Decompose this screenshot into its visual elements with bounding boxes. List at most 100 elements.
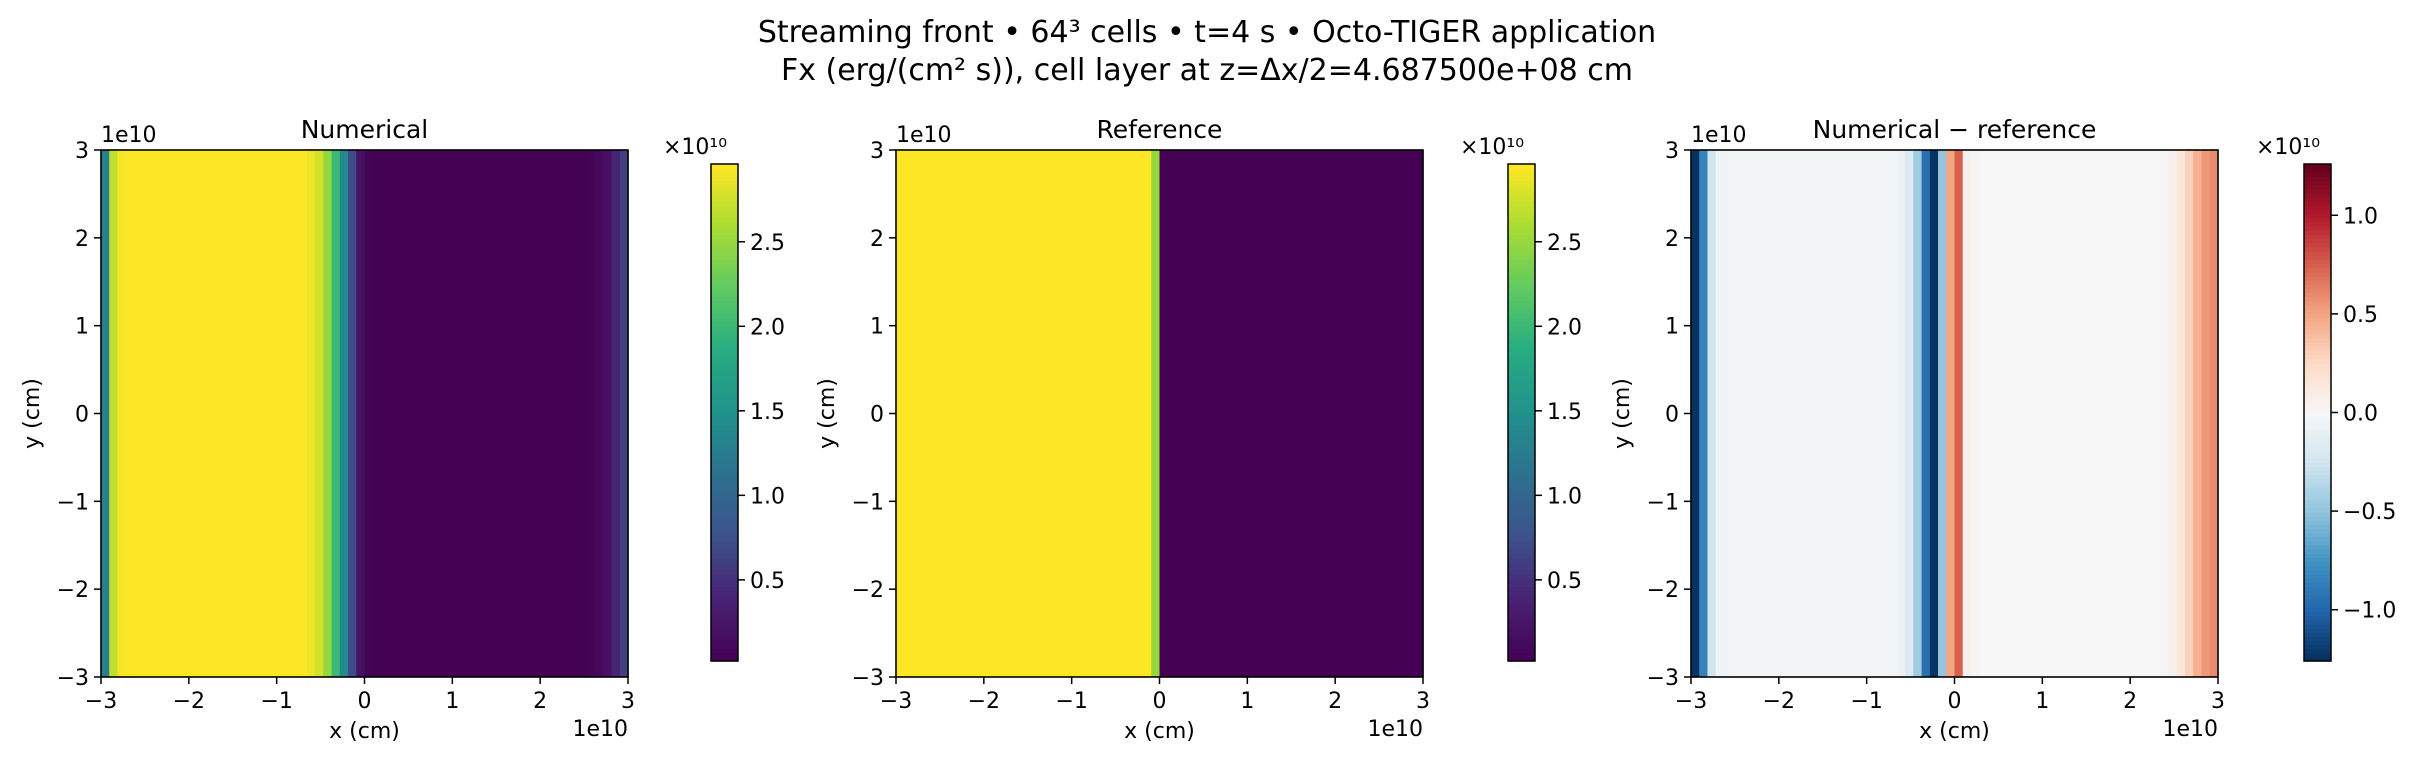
- colorbar-segment: [2304, 337, 2331, 343]
- colorbar-tick-label: 2.0: [1547, 315, 1582, 340]
- heatmap-cell-column: [1381, 150, 1391, 677]
- colorbar-segment: [2304, 217, 2331, 223]
- heatmap-cell-column: [1872, 150, 1881, 677]
- colorbar-segment: [2304, 462, 2331, 467]
- colorbar-segment: [1508, 611, 1535, 617]
- colorbar-segment: [2304, 308, 2331, 314]
- colorbar-segment: [711, 300, 738, 306]
- heatmap-cell-column: [896, 150, 905, 677]
- heatmap-cell-column: [2094, 150, 2104, 677]
- heatmap-cell-column: [2193, 150, 2203, 677]
- colorbar-segment: [2304, 201, 2331, 207]
- colorbar-segment: [1508, 242, 1535, 248]
- heatmap-cell-column: [1954, 150, 1964, 677]
- colorbar-segment: [1508, 574, 1535, 579]
- colorbar-segment: [711, 383, 738, 389]
- x-tick-label: 0: [358, 689, 372, 714]
- heatmap-cell-column: [1324, 150, 1334, 677]
- y-offset-label: 1e10: [1691, 123, 1747, 148]
- heatmap-cell-column: [904, 150, 914, 677]
- colorbar-segment: [1508, 230, 1535, 236]
- colorbar-frame: [1507, 163, 1536, 662]
- heatmap-cell-column: [1332, 150, 1342, 677]
- colorbar-segment: [2304, 582, 2331, 588]
- colorbar-segment: [2304, 346, 2331, 351]
- colorbar-segment: [1508, 466, 1535, 472]
- colorbar-segment: [711, 437, 738, 443]
- heatmap-cell-column: [1241, 150, 1251, 677]
- colorbar-segment: [1508, 172, 1535, 178]
- colorbar-segment: [2304, 640, 2331, 646]
- colorbar-segment: [2304, 242, 2331, 248]
- heatmap-cell-column: [166, 150, 176, 677]
- colorbar-segment: [711, 623, 738, 629]
- colorbar-segment: [1508, 540, 1535, 546]
- colorbar-segment: [1508, 582, 1535, 588]
- colorbar-segment: [1508, 429, 1535, 434]
- y-tick-label: 2: [870, 227, 884, 252]
- heatmap-cell-column: [175, 150, 184, 677]
- colorbar-segment: [1508, 586, 1535, 592]
- colorbar-segment: [2304, 466, 2331, 472]
- heatmap-cell-column: [265, 150, 275, 677]
- heatmap-cell-column: [1863, 150, 1873, 677]
- x-tick-label: 0: [1948, 689, 1962, 714]
- colorbar-segment: [1508, 221, 1535, 227]
- colorbar-segment: [2304, 569, 2331, 575]
- colorbar-segment: [711, 395, 738, 401]
- colorbar-segment: [711, 337, 738, 343]
- colorbar-segment: [711, 288, 738, 293]
- colorbar-tick-label: 0.5: [1547, 569, 1582, 594]
- colorbar-tick-label: −0.5: [2343, 500, 2396, 525]
- heatmap-cell-column: [1765, 150, 1774, 677]
- colorbar-segment: [1508, 441, 1535, 447]
- colorbar-segment: [2304, 279, 2331, 285]
- colorbar: −1.0 −0.5 0.0 0.5 1.0 ×10¹⁰: [2256, 135, 2396, 662]
- colorbar-segment: [2304, 437, 2331, 443]
- colorbar-segment: [711, 217, 738, 223]
- heatmap-cell-column: [142, 150, 151, 677]
- heatmap-cell-column: [1357, 150, 1366, 677]
- colorbar-segment: [2304, 391, 2331, 397]
- colorbar-segment: [2304, 644, 2331, 650]
- colorbar-segment: [711, 466, 738, 472]
- colorbar-segment: [711, 313, 738, 318]
- heatmap-cell-column: [479, 150, 489, 677]
- heatmap-cell-column: [994, 150, 1004, 677]
- colorbar-segment: [2304, 379, 2331, 385]
- colorbar-segment: [711, 561, 738, 567]
- colorbar-segment: [2304, 478, 2331, 484]
- colorbar-segment: [1508, 362, 1535, 368]
- colorbar-segment: [1508, 383, 1535, 389]
- heatmap-cell-column: [504, 150, 514, 677]
- colorbar-segment: [1508, 234, 1535, 240]
- heatmap-cell-column: [1773, 150, 1783, 677]
- colorbar-segment: [2304, 366, 2331, 372]
- colorbar-segment: [1508, 640, 1535, 646]
- colorbar-segment: [711, 267, 738, 273]
- heatmap-cell-column: [249, 150, 259, 677]
- y-tick-label: −1: [852, 490, 884, 515]
- colorbar-segment: [711, 503, 738, 509]
- colorbar-segment: [711, 391, 738, 397]
- heatmap-cell-column: [208, 150, 217, 677]
- heatmap-cell-column: [1748, 150, 1758, 677]
- heatmap-cell-column: [1192, 150, 1202, 677]
- colorbar-segment: [1508, 549, 1535, 554]
- y-tick-label: −2: [852, 578, 884, 603]
- heatmap-cell-column: [1855, 150, 1865, 677]
- colorbar-segment: [1508, 209, 1535, 215]
- colorbar-segment: [711, 632, 738, 637]
- colorbar-segment: [711, 168, 738, 173]
- colorbar-segment: [2304, 221, 2331, 227]
- colorbar-segment: [711, 292, 738, 298]
- colorbar-segment: [711, 433, 738, 438]
- colorbar-segment: [711, 574, 738, 579]
- colorbar-segment: [711, 333, 738, 339]
- colorbar-segment: [711, 553, 738, 559]
- heatmap-cell-column: [191, 150, 201, 677]
- colorbar-segment: [1508, 379, 1535, 385]
- colorbar-segment: [1508, 412, 1535, 418]
- heatmap-cell-column: [1348, 150, 1358, 677]
- colorbar-segment: [1508, 238, 1535, 244]
